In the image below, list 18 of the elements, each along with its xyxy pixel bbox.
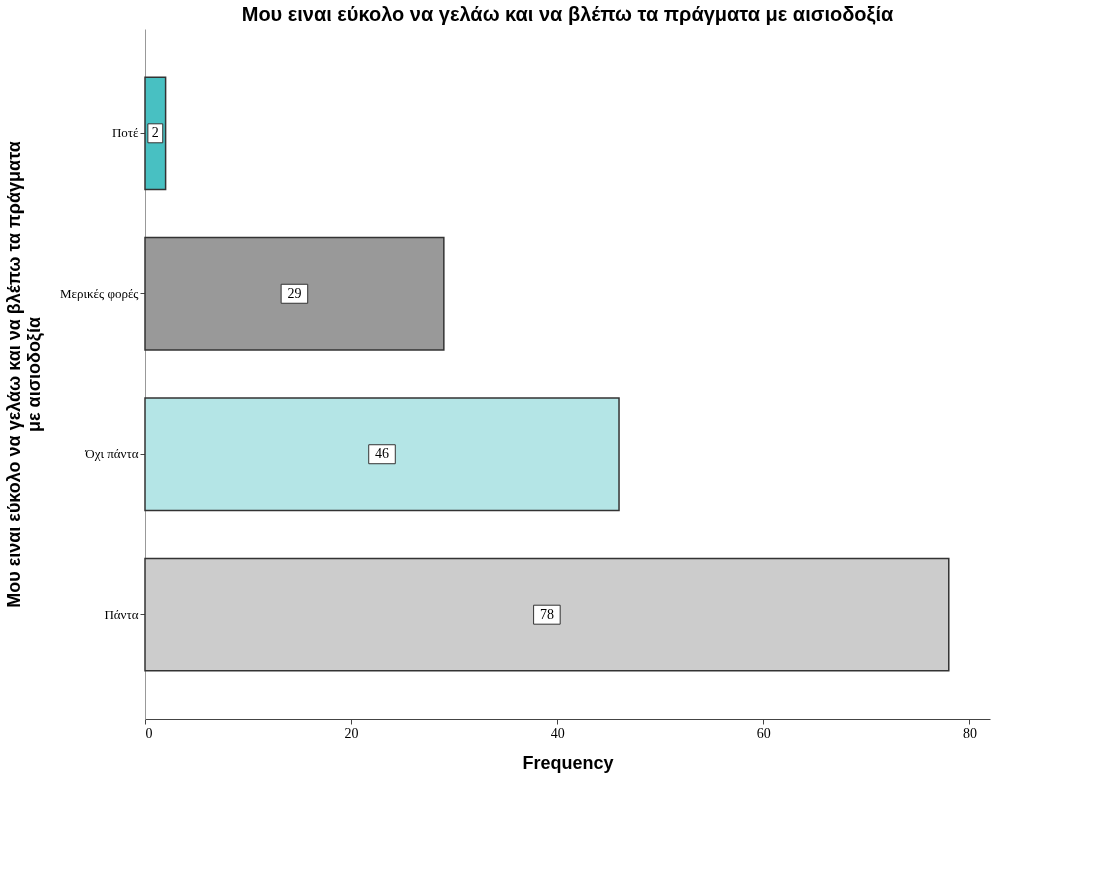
bar [144,557,950,672]
x-tick-label: 0 [145,725,153,741]
bar [144,397,620,512]
y-tick-label: Ποτέ [111,125,140,141]
data-label: 2 [151,125,159,141]
data-label: 29 [287,285,302,301]
y-tick-label: Πάντα [104,606,139,622]
y-axis-title: Μου ειναι εύκολο να γελάω και να βλέπω τα πράγματα με αισιοδοξία [3,141,45,608]
y-tick-label: Μερικές φορές [59,285,140,301]
data-label: 46 [375,446,390,462]
data-label: 78 [539,606,554,622]
y-tick-label: Όχι πάντα [84,446,139,462]
chart-title: Μου ειναι εύκολο να γελάω και να βλέπω τα πράγματα με αισιοδοξία [241,3,894,25]
x-tick-label: 40 [550,725,565,741]
x-tick-label: 60 [756,725,771,741]
x-tick-label: 80 [962,725,977,741]
x-tick-label: 20 [344,725,359,741]
x-axis-title: Frequency [522,752,614,773]
